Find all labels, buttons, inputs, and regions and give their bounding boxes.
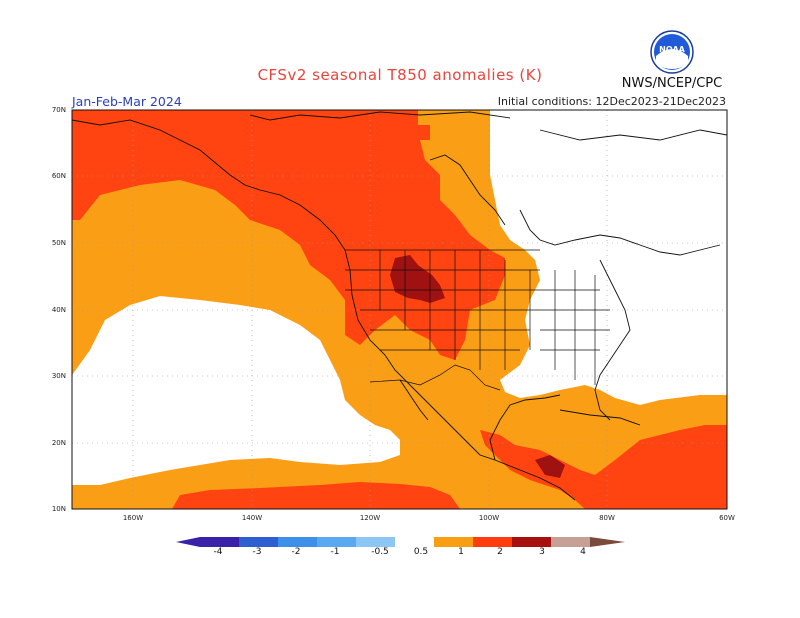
colorbar-bin-7 bbox=[434, 537, 473, 547]
colorbar-arrow-left bbox=[176, 537, 200, 547]
colorbar-bin-8 bbox=[473, 537, 512, 547]
borders bbox=[345, 249, 610, 391]
lat-label: 20N bbox=[51, 439, 66, 447]
svg-text:NOAA: NOAA bbox=[659, 45, 685, 54]
colorbar-tick: 4 bbox=[580, 547, 586, 557]
colorbar bbox=[176, 537, 625, 547]
neutral-region-east bbox=[490, 110, 727, 405]
graticule bbox=[72, 110, 727, 509]
agency-label: NWS/NCEP/CPC bbox=[621, 76, 723, 91]
lat-label: 60N bbox=[51, 172, 66, 180]
anomaly-region-2to3 bbox=[390, 255, 445, 303]
anomaly-region-1to2-pacific bbox=[172, 482, 460, 509]
lat-label: 10N bbox=[51, 505, 66, 513]
colorbar-tick: 3 bbox=[539, 547, 545, 557]
colorbar-bin-3 bbox=[278, 537, 317, 547]
colorbar-tick: -2 bbox=[291, 547, 301, 557]
colorbar-tick: -1 bbox=[330, 547, 340, 557]
lon-label: 160W bbox=[122, 514, 144, 522]
colorbar-bin-5 bbox=[356, 537, 395, 547]
anomaly-region-1to2-south bbox=[480, 425, 727, 509]
lon-label: 120W bbox=[359, 514, 381, 522]
map-title: CFSv2 seasonal T850 anomalies (K) bbox=[257, 66, 543, 84]
coastlines bbox=[71, 111, 728, 501]
lon-label: 80W bbox=[599, 514, 615, 522]
colorbar-tick: -0.5 bbox=[371, 547, 389, 557]
initial-conditions: Initial conditions: 12Dec2023-21Dec2023 bbox=[497, 95, 726, 108]
colorbar-bin-10 bbox=[551, 537, 590, 547]
colorbar-bin-1 bbox=[200, 537, 239, 547]
colorbar-bin-4 bbox=[317, 537, 356, 547]
lon-label: 140W bbox=[241, 514, 263, 522]
lon-label: 100W bbox=[478, 514, 500, 522]
colorbar-arrow-right bbox=[590, 537, 625, 547]
anomaly-region-1to2-north bbox=[72, 110, 505, 360]
lat-label: 70N bbox=[51, 106, 66, 114]
colorbar-tick: 0.5 bbox=[413, 547, 429, 557]
colorbar-tick: -4 bbox=[213, 547, 223, 557]
lon-label: 60W bbox=[719, 514, 735, 522]
map-frame bbox=[71, 109, 728, 510]
colorbar-tick: 2 bbox=[497, 547, 503, 557]
neutral-region-pacific bbox=[72, 296, 400, 485]
colorbar-tick: 1 bbox=[458, 547, 464, 557]
forecast-period: Jan-Feb-Mar 2024 bbox=[72, 94, 182, 109]
colorbar-tick: -3 bbox=[252, 547, 262, 557]
lat-label: 40N bbox=[51, 306, 66, 314]
lat-label: 30N bbox=[51, 372, 66, 380]
lat-label: 50N bbox=[51, 239, 66, 247]
colorbar-bin-6 bbox=[395, 537, 434, 547]
colorbar-bin-2 bbox=[239, 537, 278, 547]
colorbar-bin-9 bbox=[512, 537, 551, 547]
noaa-logo: NOAA bbox=[650, 30, 694, 74]
anomaly-region-2to3-central-america bbox=[535, 455, 565, 478]
